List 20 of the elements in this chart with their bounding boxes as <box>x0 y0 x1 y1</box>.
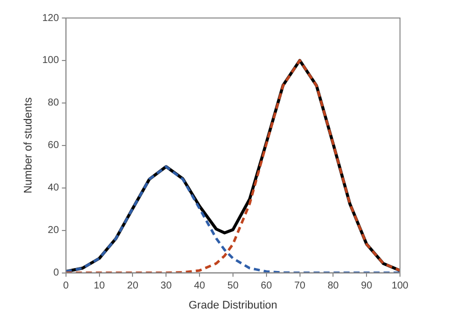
y-axis-title: Number of students <box>22 96 35 194</box>
x-tick-label: 70 <box>294 280 306 292</box>
y-tick-label: 60 <box>48 140 60 152</box>
x-axis-title: Grade Distribution <box>188 299 278 312</box>
x-tick-label: 60 <box>260 280 272 292</box>
y-tick-label: 20 <box>48 225 60 236</box>
y-tick-label: 120 <box>42 12 60 24</box>
y-tick-label: 40 <box>48 182 60 194</box>
x-tick-label: 0 <box>63 280 70 292</box>
y-tick-label: 0 <box>53 268 60 279</box>
y-tick-label: 100 <box>42 55 60 66</box>
x-tick-label: 40 <box>194 280 206 292</box>
y-tick-label: 80 <box>48 98 60 109</box>
x-tick-label: 30 <box>160 280 172 292</box>
x-tick-label: 10 <box>94 280 106 292</box>
x-tick-label: 90 <box>361 280 373 292</box>
x-tick-label: 50 <box>227 280 239 292</box>
x-tick-label: 20 <box>127 280 139 292</box>
x-tick-label: 100 <box>392 280 409 292</box>
x-tick-label: 80 <box>328 280 340 292</box>
